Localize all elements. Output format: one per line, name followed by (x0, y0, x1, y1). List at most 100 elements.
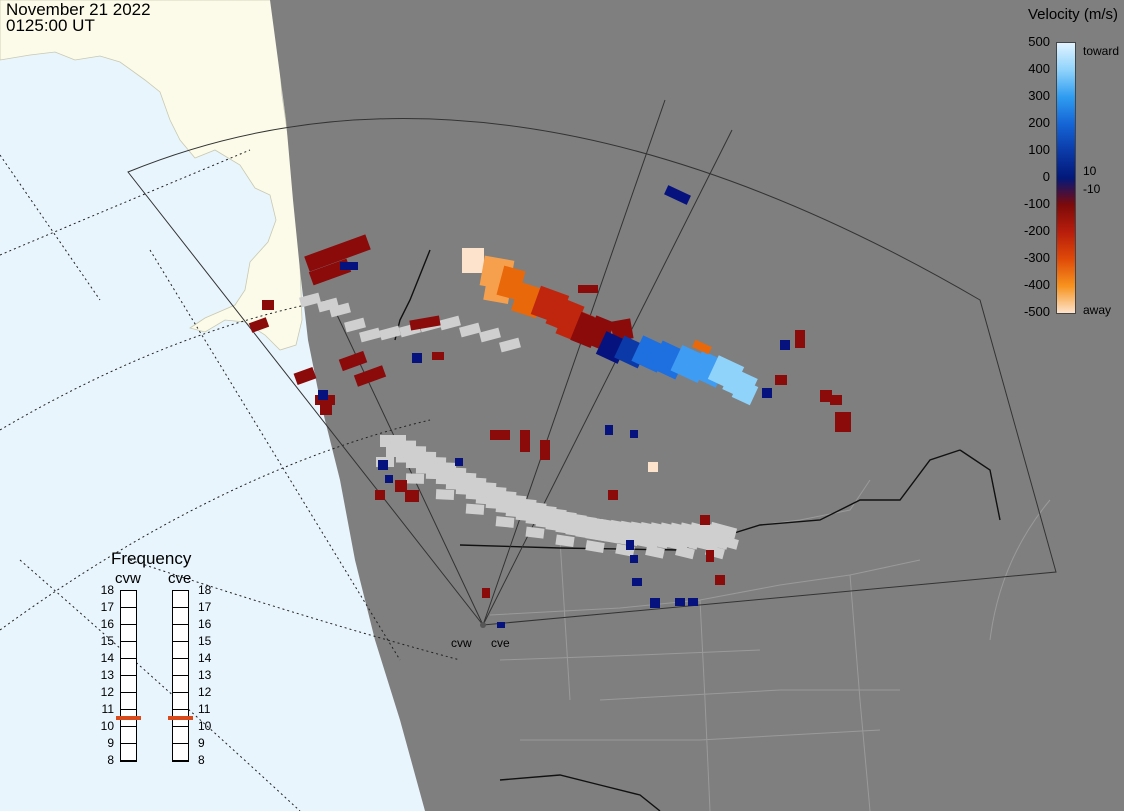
scatter-cell (626, 540, 634, 550)
scatter-cell (775, 375, 787, 385)
scatter-cell (520, 430, 530, 452)
frequency-scale-label: 8 (198, 753, 205, 767)
frequency-cell (121, 710, 136, 727)
frequency-scale-label: 11 (101, 702, 114, 716)
scatter-cell (715, 575, 725, 585)
time-label: 0125:00 UT (6, 16, 95, 35)
frequency-radar-cvw: cvw (115, 570, 141, 587)
legend-tick: 0 (1042, 169, 1050, 184)
scatter-cell (605, 425, 613, 435)
scatter-cell (379, 325, 401, 341)
scatter-cell (688, 598, 698, 606)
scatter-cell (706, 550, 714, 562)
scatter-cell (675, 598, 685, 606)
frequency-cell (173, 659, 188, 676)
frequency-cell (121, 676, 136, 693)
night-terminator (270, 0, 1124, 811)
frequency-scale-label: 12 (100, 685, 114, 699)
frequency-cell (121, 659, 136, 676)
scatter-cell (675, 545, 695, 560)
toward-label: toward (1083, 44, 1120, 58)
scatter-cell (340, 262, 358, 270)
scatter-cell (262, 300, 274, 310)
frequency-radar-cve: cve (168, 570, 192, 587)
radar-label-cvw: cvw (451, 636, 472, 650)
scatter-cell (650, 598, 660, 608)
scatter-cell (490, 430, 510, 440)
radar-label-cve: cve (491, 636, 510, 650)
legend-title: Velocity (m/s) (1027, 6, 1118, 23)
scatter-cell (525, 526, 545, 539)
scatter-cell (432, 352, 444, 360)
frequency-scale-label: 9 (198, 736, 205, 750)
frequency-marker (168, 715, 193, 720)
frequency-column (172, 590, 189, 762)
scatter-cell (585, 315, 615, 351)
scatter-cell (708, 521, 738, 541)
scatter-cell (318, 390, 328, 400)
scatter-cell (375, 490, 385, 500)
frequency-scale-label: 18 (198, 583, 212, 597)
scatter-cell (495, 516, 515, 528)
scatter-cell (439, 315, 461, 331)
frequency-scale-label: 18 (100, 583, 114, 597)
frequency-scale-label: 15 (198, 634, 212, 648)
inner-tick-positive: 10 (1083, 164, 1097, 178)
scatter-cell (409, 315, 441, 331)
scatter-cell (479, 327, 501, 343)
scatter-cell (630, 555, 638, 563)
scatter-cell (497, 622, 505, 628)
scatter-cell (320, 405, 332, 415)
frequency-scale-label: 15 (100, 634, 114, 648)
frequency-title: Frequency (111, 549, 192, 568)
scatter-cell (795, 330, 805, 348)
scatter-cell (608, 490, 618, 500)
frequency-scale-label: 16 (198, 617, 212, 631)
legend-tick: -300 (1023, 250, 1050, 265)
velocity-scatter (248, 185, 851, 628)
scatter-cell (540, 440, 550, 460)
frequency-column (120, 590, 137, 762)
frequency-scale-label: 12 (198, 685, 212, 699)
legend-tick: 500 (1028, 34, 1050, 49)
legend-tick: -500 (1023, 304, 1050, 319)
legend-tick: 400 (1028, 61, 1050, 76)
scatter-cell (405, 490, 419, 502)
scatter-cell (405, 473, 425, 484)
radar-site-marker (480, 622, 486, 628)
legend-tick: -200 (1023, 223, 1050, 238)
frequency-cell (173, 642, 188, 659)
legend-tick: -100 (1023, 196, 1050, 211)
scatter-cell (395, 480, 407, 492)
frequency-scale-label: 13 (198, 668, 212, 682)
frequency-scale-label: 16 (100, 617, 114, 631)
scatter-cell (338, 350, 368, 372)
scatter-cell (648, 462, 658, 472)
frequency-cell (121, 693, 136, 710)
scatter-cell (435, 489, 455, 500)
scatter-cell (344, 317, 366, 333)
scatter-cell (378, 460, 388, 470)
scatter-cell (700, 515, 710, 525)
scatter-cell (780, 340, 790, 350)
date-label: November 21 2022 (6, 0, 151, 19)
frequency-cell (173, 744, 188, 761)
frequency-scale-label: 10 (198, 719, 212, 733)
graticule (0, 149, 461, 811)
legend-tick: -400 (1023, 277, 1050, 292)
scatter-cell (353, 365, 387, 387)
scatter-cell (555, 534, 575, 548)
scatter-cell (299, 292, 321, 308)
scatter-cell (578, 285, 598, 293)
scatter-cell (455, 458, 463, 466)
scatter-cell (248, 317, 270, 333)
frequency-cell (173, 727, 188, 744)
frequency-cell (173, 625, 188, 642)
frequency-cell (173, 591, 188, 608)
scatter-cell (731, 378, 759, 406)
frequency-cell (121, 625, 136, 642)
scatter-cell (632, 578, 642, 586)
frequency-cell (173, 676, 188, 693)
